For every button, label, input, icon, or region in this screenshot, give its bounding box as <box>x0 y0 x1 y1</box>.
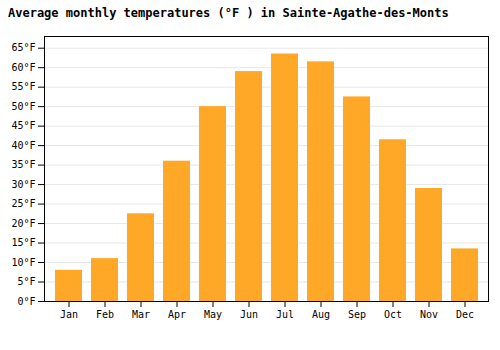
svg-text:30°F: 30°F <box>11 179 35 190</box>
svg-text:Sep: Sep <box>348 309 366 320</box>
svg-text:Aug: Aug <box>312 309 330 320</box>
svg-text:40°F: 40°F <box>11 140 35 151</box>
svg-text:45°F: 45°F <box>11 120 35 131</box>
svg-text:25°F: 25°F <box>11 198 35 209</box>
svg-text:Nov: Nov <box>420 309 438 320</box>
svg-text:55°F: 55°F <box>11 81 35 92</box>
svg-text:Jul: Jul <box>276 309 294 320</box>
svg-text:5°F: 5°F <box>17 276 35 287</box>
svg-text:Jan: Jan <box>60 309 78 320</box>
svg-text:65°F: 65°F <box>11 42 35 53</box>
html-text:Average monthly temperatures (: Average monthly temperatures (°F ) in Sa… <box>8 6 449 20</box>
svg-text:35°F: 35°F <box>11 159 35 170</box>
svg-text:50°F: 50°F <box>11 101 35 112</box>
svg-text:15°F: 15°F <box>11 237 35 248</box>
svg-text:Oct: Oct <box>384 309 402 320</box>
svg-text:Jun: Jun <box>240 309 258 320</box>
svg-text:0°F: 0°F <box>17 296 35 307</box>
svg-text:Apr: Apr <box>168 309 186 320</box>
svg-text:10°F: 10°F <box>11 257 35 268</box>
svg-text:20°F: 20°F <box>11 218 35 229</box>
svg-text:May: May <box>204 309 222 320</box>
svg-text:60°F: 60°F <box>11 62 35 73</box>
svg-text:Mar: Mar <box>132 309 150 320</box>
svg-text:Feb: Feb <box>96 309 114 320</box>
svg-text:Dec: Dec <box>456 309 474 320</box>
